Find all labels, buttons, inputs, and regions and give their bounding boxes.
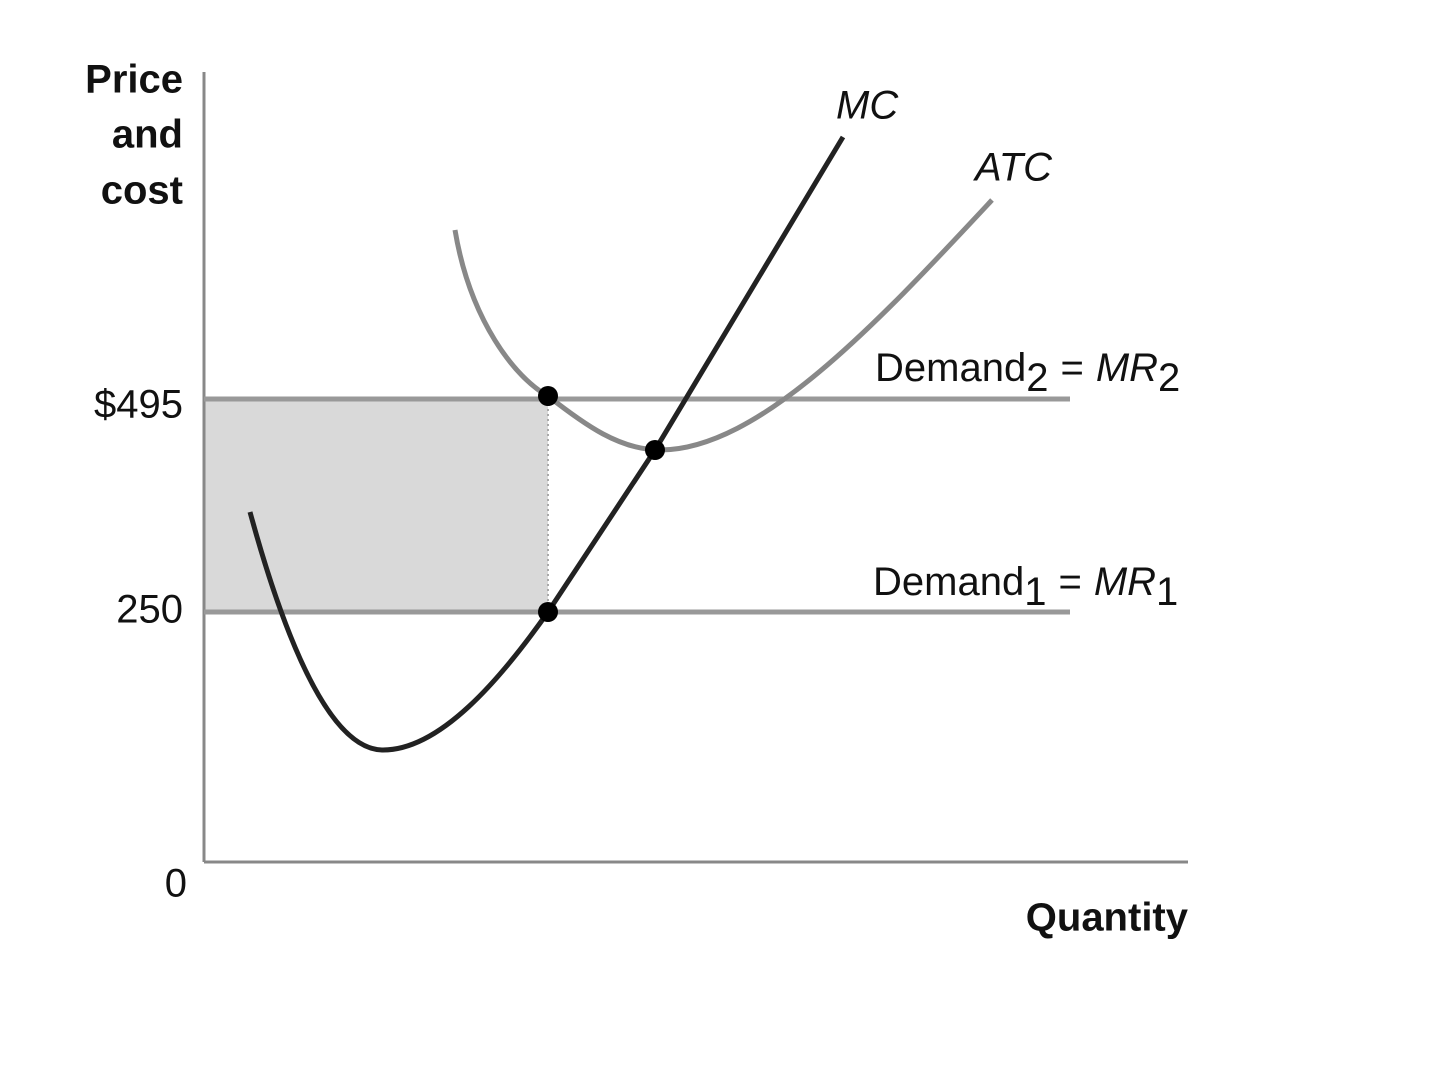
subscript: 2 [1026,356,1048,400]
label-part: = [1058,560,1081,604]
point [645,440,665,460]
subscript: 1 [1024,570,1046,614]
tick-label: 0 [165,862,187,906]
label-part: Demand [875,346,1026,390]
tick-label: $495 [94,383,183,427]
curve-label: MC [836,84,899,128]
subscript: 1 [1156,570,1178,614]
label-part: = [1060,346,1083,390]
point [538,602,558,622]
y-label: Price [85,58,183,102]
mc-curve [247,135,846,753]
x-label: Quantity [1026,896,1189,940]
atc-curve [452,198,994,453]
curve-label: ATC [973,146,1053,190]
tick-label: 250 [116,588,183,632]
y-label: and [112,113,183,157]
profit-area [204,399,548,612]
demand-label: Demand1 = MR1 [873,560,1178,614]
label-part: Demand [873,560,1024,604]
subscript: 2 [1158,356,1180,400]
y-label: cost [101,169,183,213]
label-part: MR [1096,346,1158,390]
point [538,386,558,406]
label-part: MR [1094,560,1156,604]
demand-label: Demand2 = MR2 [875,346,1180,400]
